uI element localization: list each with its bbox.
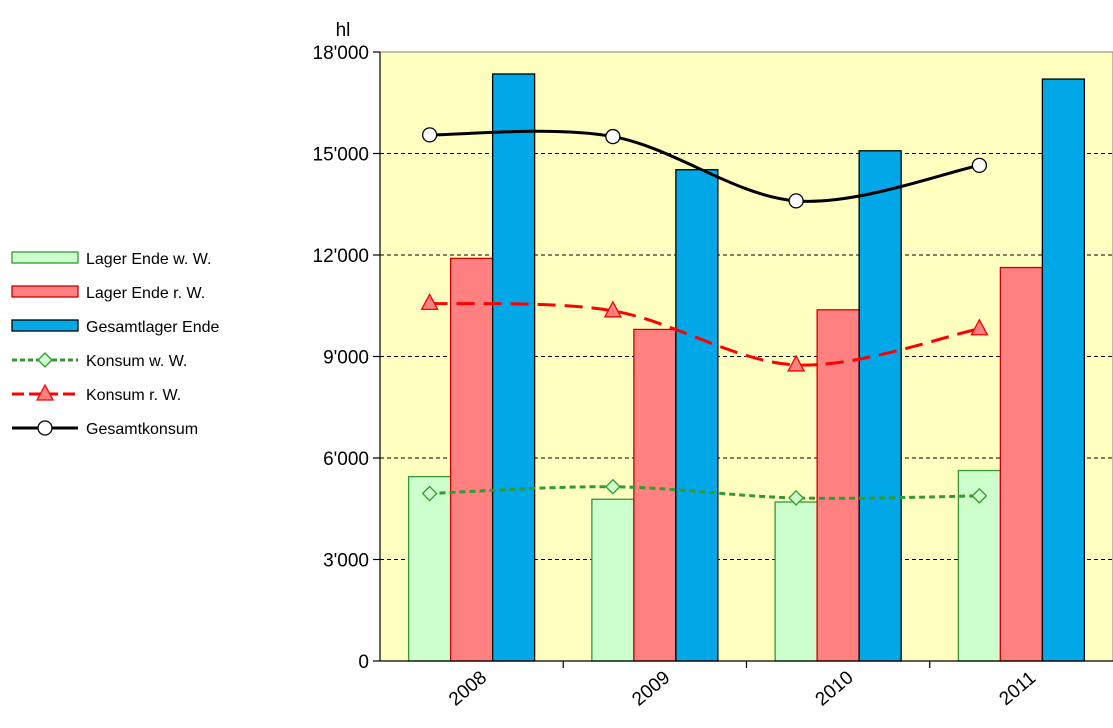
legend: Lager Ende w. W. Lager Ende r. W. Gesamtla… <box>11 251 220 438</box>
bar <box>999 266 1044 662</box>
legend-marker <box>35 383 55 401</box>
bars <box>407 73 1086 662</box>
data-point <box>421 127 438 143</box>
x-tick-label: 2008 <box>445 667 491 710</box>
data-point <box>971 157 988 173</box>
bar <box>858 150 902 662</box>
legend-marker <box>37 420 53 436</box>
bar <box>675 169 719 662</box>
legend-swatch <box>11 251 79 264</box>
data-point <box>421 485 438 502</box>
legend-label: Lager Ende r. W. <box>86 285 205 302</box>
bar <box>816 309 860 662</box>
bar <box>633 328 677 662</box>
legend-label: Konsum w. W. <box>86 353 187 370</box>
bar <box>449 257 494 662</box>
y-ticks: 0 3'000 6'000 9'000 12'000 15'000 18'000 <box>313 43 380 673</box>
data-point <box>604 478 621 495</box>
x-tick-label: 2010 <box>812 667 858 710</box>
data-point <box>420 293 439 311</box>
bar <box>407 475 452 662</box>
y-tick-label: 18'000 <box>313 43 369 64</box>
bar <box>1041 78 1086 662</box>
lines <box>420 127 989 506</box>
y-tick-label: 15'000 <box>313 145 369 166</box>
legend-label: Konsum r. W. <box>86 387 181 404</box>
series-line <box>429 301 980 367</box>
legend-label: Gesamtlager Ende <box>86 319 220 336</box>
data-point <box>788 490 805 506</box>
legend-label: Lager Ende w. W. <box>86 251 211 268</box>
bar <box>491 73 536 662</box>
legend-label: Gesamtkonsum <box>86 421 198 438</box>
y-tick-label: 9'000 <box>323 348 369 369</box>
legend-swatch <box>11 285 79 298</box>
series-line <box>429 485 980 500</box>
y-tick-label: 3'000 <box>323 551 369 572</box>
legend-marker <box>37 352 53 368</box>
series-line <box>429 129 980 203</box>
x-ticks: 2008 2009 2010 2011 <box>445 661 1040 710</box>
y-tick-label: 6'000 <box>323 449 369 470</box>
x-tick-label: 2009 <box>628 667 674 710</box>
data-point <box>971 487 988 504</box>
bar <box>591 498 635 662</box>
y-axis-label: hl <box>336 20 351 41</box>
data-point <box>605 128 621 145</box>
data-point <box>603 300 622 318</box>
legend-swatch <box>11 319 79 332</box>
data-point <box>970 318 989 336</box>
x-tick-label: 2011 <box>995 668 1040 710</box>
data-point <box>788 193 804 209</box>
y-tick-label: 12'000 <box>313 246 369 267</box>
y-tick-label: 0 <box>358 652 369 673</box>
data-point <box>787 354 806 372</box>
bar <box>774 501 818 662</box>
